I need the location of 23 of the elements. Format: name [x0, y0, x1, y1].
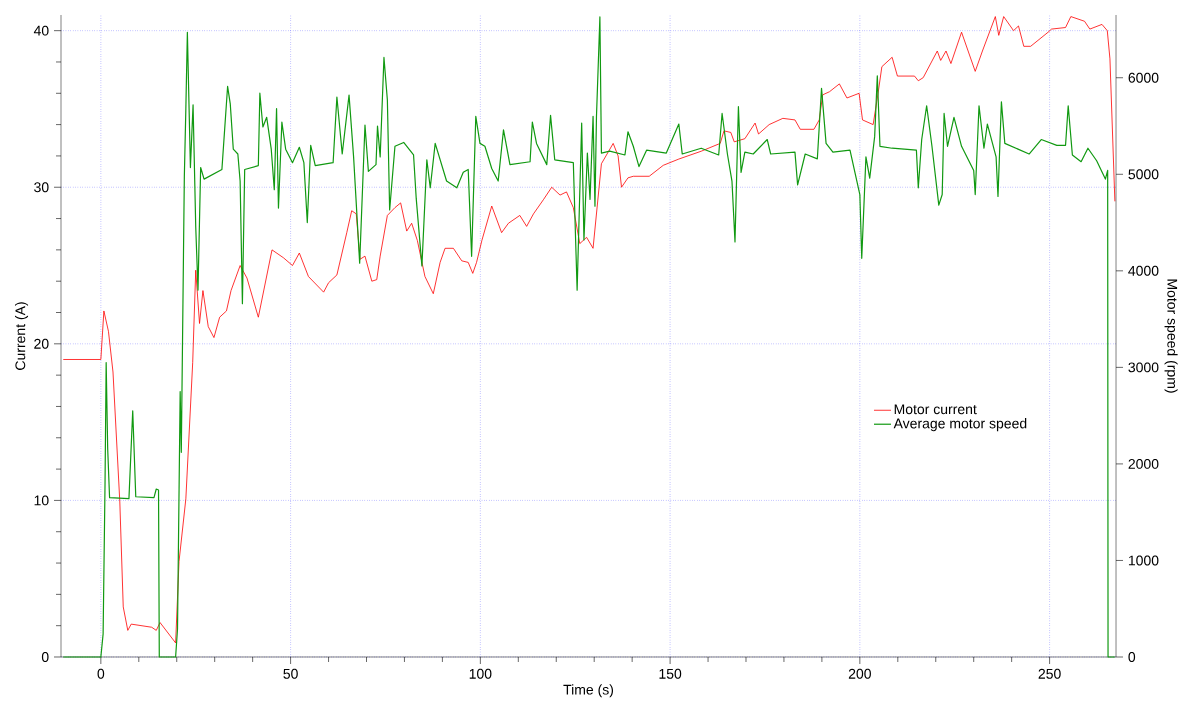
y2-tick-label: 0 [1128, 652, 1136, 662]
y2-axis-title: Motor speed (rpm) [1164, 279, 1178, 393]
y-tick-label: 10 [34, 495, 49, 506]
y2-tick-label: 3000 [1128, 362, 1159, 373]
y-tick-label: 0 [41, 652, 49, 662]
y2-tick-label: 6000 [1128, 72, 1159, 83]
y2-tick-label: 1000 [1128, 555, 1159, 566]
y2-tick-label: 5000 [1128, 169, 1159, 180]
x-tick-label: 200 [848, 668, 871, 679]
x-tick-label: 150 [659, 668, 682, 679]
y-axis-title: Current (A) [14, 302, 29, 370]
y2-tick-label: 2000 [1128, 458, 1159, 469]
y-tick-label: 40 [33, 25, 49, 36]
y-tick-label: 20 [34, 338, 49, 349]
legend-label: Average motor speed [893, 418, 1027, 432]
y2-tick-label: 4000 [1128, 265, 1159, 276]
x-tick-label: 0 [97, 668, 105, 679]
x-tick-label: 100 [469, 668, 492, 679]
x-tick-label: 50 [283, 668, 298, 679]
legend-label: Motor current [894, 404, 977, 415]
x-axis-title: Time (s) [563, 684, 614, 698]
y-tick-label: 30 [34, 182, 49, 193]
x-tick-label: 250 [1038, 668, 1061, 679]
